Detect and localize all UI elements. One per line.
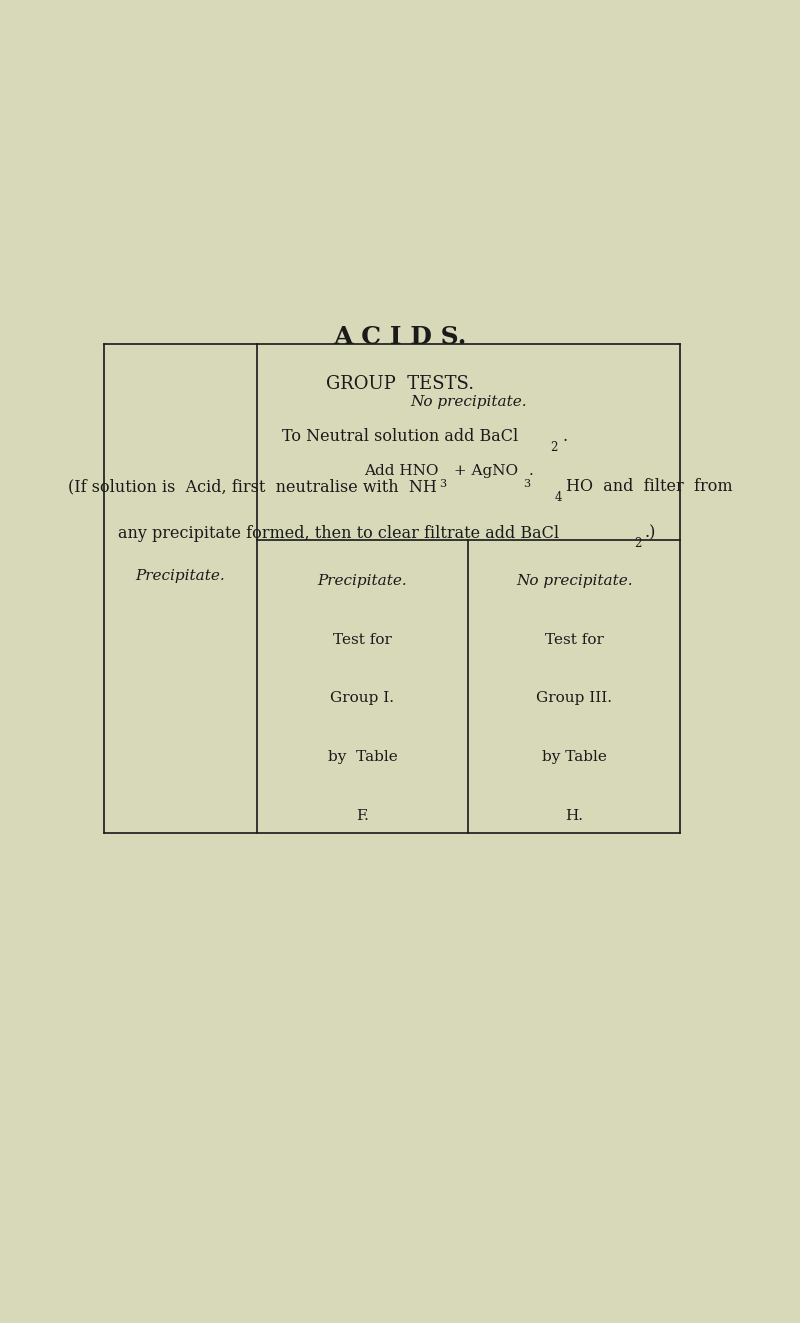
Text: 2: 2 [634,537,642,550]
Text: 3: 3 [522,479,530,490]
Text: by  Table: by Table [328,750,398,765]
Text: H.: H. [565,808,583,823]
Text: Precipitate.: Precipitate. [135,569,225,582]
Text: any precipitate formed, then to clear filtrate add BaCl: any precipitate formed, then to clear fi… [118,525,559,541]
Text: + AgNO: + AgNO [449,464,518,478]
Text: Precipitate.: Precipitate. [318,574,407,587]
Text: 3: 3 [438,479,446,490]
Text: HO  and  filter  from: HO and filter from [566,479,732,495]
Text: 4: 4 [554,491,562,504]
Text: Add HNO: Add HNO [364,464,439,478]
Text: Test for: Test for [333,632,392,647]
Text: A C I D S.: A C I D S. [334,325,466,349]
Text: F.: F. [356,808,369,823]
Text: .: . [529,464,534,478]
Text: by Table: by Table [542,750,606,765]
Text: No precipitate.: No precipitate. [516,574,633,587]
Text: Test for: Test for [545,632,603,647]
Text: (If solution is  Acid, first  neutralise with  NH: (If solution is Acid, first neutralise w… [68,479,437,495]
Text: To Neutral solution add BaCl: To Neutral solution add BaCl [282,429,518,445]
Text: Group I.: Group I. [330,692,394,705]
Text: Group III.: Group III. [536,692,612,705]
Text: 2: 2 [550,441,558,454]
Text: .: . [562,429,567,445]
Text: No precipitate.: No precipitate. [410,396,526,409]
Text: .): .) [644,525,655,541]
Text: GROUP  TESTS.: GROUP TESTS. [326,374,474,393]
